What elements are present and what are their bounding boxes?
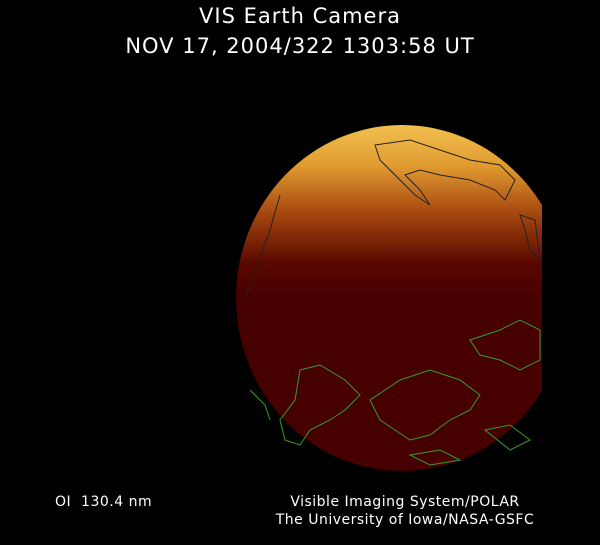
wavelength-label: OI 130.4 nm [55,494,153,510]
credit-line-1: Visible Imaging System/POLAR [290,494,520,510]
coastlines [244,139,541,466]
earth-disk [236,125,542,471]
credit-line-2: The University of Iowa/NASA-GSFC [275,512,535,528]
title: VIS Earth Camera [199,4,401,28]
subtitle: NOV 17, 2004/322 1303:58 UT [125,34,475,58]
